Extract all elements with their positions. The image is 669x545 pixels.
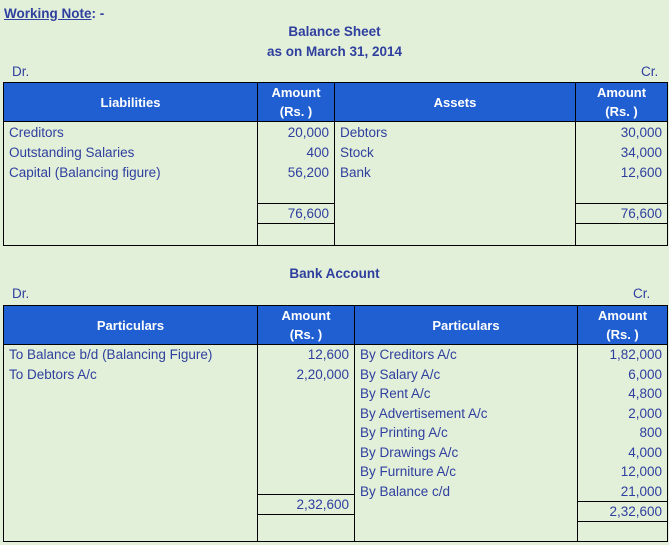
debit-total: 2,32,600 — [258, 494, 354, 515]
list-item-amount: 12,600 — [307, 347, 349, 362]
credit-particulars-column: By Creditors A/c By Salary A/c By Rent A… — [354, 344, 578, 542]
list-item-amount: 20,000 — [287, 125, 329, 140]
balance-sheet-dr-label: Dr. — [12, 64, 30, 79]
list-item: Debtors — [340, 125, 388, 140]
list-item-amount: 4,000 — [628, 444, 662, 460]
assets-amount-column: 30,000 34,000 12,600 76,600 — [575, 121, 668, 246]
header-amount-line1: Amount — [281, 308, 331, 323]
header-particulars-left: Particulars — [3, 305, 258, 345]
credit-amount-column: 1,82,000 6,000 4,800 2,000 800 4,000 12,… — [577, 344, 668, 542]
list-item: By Advertisement A/c — [360, 405, 488, 421]
bank-account-table: Particulars Amount (Rs. ) Particulars Am… — [3, 305, 668, 542]
balance-sheet-subtitle: as on March 31, 2014 — [266, 44, 403, 59]
list-item-amount: 2,000 — [628, 405, 662, 421]
list-item: To Debtors A/c — [9, 367, 97, 382]
balance-sheet-body-row: Creditors Outstanding Salaries Capital (… — [3, 121, 668, 246]
list-item: Outstanding Salaries — [9, 145, 135, 160]
liabilities-column: Creditors Outstanding Salaries Capital (… — [3, 121, 258, 246]
list-item-amount: 800 — [639, 425, 662, 440]
header-amount-line2: (Rs. ) — [289, 327, 323, 342]
balance-sheet-table: Liabilities Amount (Rs. ) Assets Amount … — [3, 82, 668, 246]
header-amount-line1: Amount — [597, 308, 648, 323]
credit-total: 2,32,600 — [578, 501, 667, 522]
list-item-amount: 400 — [306, 145, 329, 160]
list-item: By Furniture A/c — [360, 464, 457, 479]
list-item: Stock — [340, 145, 374, 160]
list-item: Creditors — [9, 125, 64, 140]
balance-sheet-cr-label: Cr. — [641, 64, 659, 79]
bank-account-header-row: Particulars Amount (Rs. ) Particulars Am… — [3, 305, 668, 345]
debit-particulars-column: To Balance b/d (Balancing Figure) To Deb… — [3, 344, 258, 542]
bank-account-body-row: To Balance b/d (Balancing Figure) To Deb… — [3, 344, 668, 542]
list-item-amount: 4,800 — [628, 386, 662, 401]
bank-account-dr-label: Dr. — [12, 286, 30, 301]
list-item-amount: 12,000 — [620, 464, 662, 479]
header-amount-line2: (Rs. ) — [606, 327, 639, 342]
bank-account-cr-label: Cr. — [633, 286, 651, 301]
list-item: To Balance b/d (Balancing Figure) — [9, 347, 213, 362]
header-particulars-right: Particulars — [354, 305, 578, 345]
header-amount-line1: Amount — [596, 85, 647, 100]
assets-total: 76,600 — [576, 203, 667, 224]
header-assets: Assets — [334, 82, 576, 122]
balance-sheet-header-row: Liabilities Amount (Rs. ) Assets Amount … — [3, 82, 668, 122]
working-note-suffix: : - — [91, 6, 105, 21]
list-item-amount: 56,200 — [287, 165, 329, 180]
assets-column: Debtors Stock Bank — [334, 121, 576, 246]
header-amount-right: Amount (Rs. ) — [577, 305, 668, 345]
header-amount-left: Amount (Rs. ) — [257, 305, 355, 345]
list-item-amount: 6,000 — [628, 366, 662, 382]
list-item: By Creditors A/c — [360, 347, 457, 362]
list-item: By Printing A/c — [360, 425, 448, 440]
list-item-amount: 34,000 — [620, 145, 662, 160]
liabilities-amount-column: 20,000 400 56,200 76,600 — [257, 121, 335, 246]
balance-sheet-title: Balance Sheet — [288, 24, 381, 39]
header-amount-line2: (Rs. ) — [605, 104, 638, 119]
header-amount-line2: (Rs. ) — [279, 104, 313, 119]
list-item: By Drawings A/c — [360, 444, 459, 460]
header-liabilities: Liabilities — [3, 82, 258, 122]
list-item-amount: 30,000 — [620, 125, 662, 140]
list-item: Bank — [340, 165, 371, 180]
debit-amount-column: 12,600 2,20,000 2,32,600 — [257, 344, 355, 542]
list-item-amount: 21,000 — [620, 483, 662, 499]
list-item-amount: 12,600 — [620, 165, 662, 180]
bank-account-title: Bank Account — [289, 266, 380, 281]
list-item: By Salary A/c — [360, 366, 441, 382]
list-item-amount: 1,82,000 — [609, 347, 662, 362]
list-item: By Rent A/c — [360, 386, 431, 401]
working-note-label: Working Note — [4, 6, 92, 21]
header-amount-right: Amount (Rs. ) — [575, 82, 668, 122]
list-item: Capital (Balancing figure) — [9, 165, 161, 180]
header-amount-left: Amount (Rs. ) — [257, 82, 335, 122]
list-item: By Balance c/d — [360, 483, 451, 499]
header-amount-line1: Amount — [271, 85, 321, 100]
list-item-amount: 2,20,000 — [296, 367, 349, 382]
working-note-heading: Working Note: - — [4, 6, 104, 21]
liabilities-total: 76,600 — [258, 203, 334, 224]
